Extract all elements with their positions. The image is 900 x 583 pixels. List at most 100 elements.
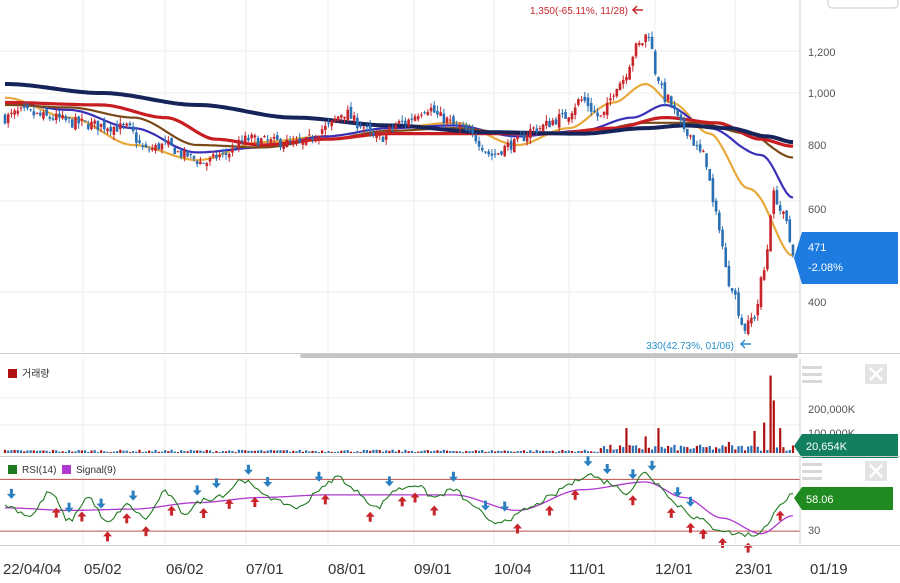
candle	[535, 124, 539, 135]
candle	[669, 95, 673, 109]
candle-body	[317, 135, 321, 141]
volume-bar	[99, 450, 103, 453]
volume-bar	[727, 441, 731, 453]
current-price: 471	[808, 242, 826, 254]
candle	[135, 126, 138, 149]
candle-body	[141, 145, 145, 148]
candle-body	[231, 148, 234, 153]
volume-bar	[199, 450, 202, 453]
volume-bar	[256, 450, 260, 453]
volume-bar	[141, 451, 144, 453]
volume-bar	[64, 451, 67, 453]
sell-arrow-icon	[6, 488, 16, 499]
candle-body	[295, 141, 298, 143]
volume-bar	[321, 450, 324, 453]
candle	[96, 120, 100, 136]
volume-bar	[186, 451, 189, 453]
buy-arrow-icon	[397, 496, 407, 507]
volume-bar	[151, 451, 154, 453]
candle	[464, 122, 468, 131]
volume-bar	[346, 450, 349, 453]
volume-bar	[7, 450, 10, 453]
candle-body	[730, 288, 734, 292]
sell-arrow-icon	[64, 502, 74, 513]
candle	[16, 106, 20, 117]
candle	[737, 287, 740, 319]
candle	[340, 114, 343, 122]
volume-bar	[148, 450, 151, 453]
candle	[183, 146, 186, 162]
candle	[423, 110, 426, 115]
candle	[461, 121, 465, 127]
volume-bar	[144, 451, 148, 453]
candle-body	[349, 106, 353, 119]
sell-arrow-icon	[647, 460, 657, 471]
buy-arrow-icon	[103, 531, 113, 542]
volume-bar	[401, 451, 404, 453]
chart-settings-tab[interactable]	[827, 0, 899, 9]
candle	[115, 120, 119, 132]
hamburger-icon[interactable]	[802, 366, 822, 383]
panel-resize-handle[interactable]	[300, 354, 798, 358]
price-tick: 1,200	[808, 47, 836, 59]
current-price-badge: 471 -2.08%	[794, 232, 898, 284]
candlesticks	[3, 31, 795, 336]
candle-body	[282, 145, 285, 150]
volume-bar	[625, 428, 628, 453]
buy-arrow-icon	[320, 494, 330, 505]
volume-bar	[13, 449, 16, 453]
candle-body	[356, 117, 359, 129]
candle-body	[497, 153, 500, 155]
candle-body	[490, 153, 494, 156]
candle-body	[413, 116, 417, 121]
candle-body	[77, 116, 80, 124]
candle	[202, 162, 205, 164]
volume-bar	[48, 451, 51, 453]
candle	[503, 144, 507, 157]
x-tick-label: 22/04/04	[3, 561, 61, 578]
close-icon[interactable]	[865, 461, 887, 481]
candle-body	[388, 126, 391, 131]
candle	[676, 108, 679, 118]
volume-bar	[724, 446, 727, 453]
candle-body	[227, 153, 231, 158]
candle-body	[83, 120, 87, 122]
candle-body	[714, 200, 718, 212]
close-icon[interactable]	[865, 364, 887, 384]
volume-bar	[369, 450, 372, 453]
candle-body	[548, 120, 551, 128]
candle	[247, 134, 250, 142]
candle	[391, 124, 394, 133]
candle-body	[288, 140, 292, 142]
volume-bar	[705, 447, 708, 453]
volume-bar	[577, 451, 580, 453]
candle-body	[259, 138, 263, 144]
volume-bar	[55, 450, 58, 453]
hamburger-icon[interactable]	[802, 463, 822, 480]
volume-bar	[234, 452, 237, 454]
candle	[445, 116, 449, 126]
volume-bar	[766, 450, 769, 453]
candle	[570, 111, 574, 124]
candle-body	[275, 135, 279, 140]
candle-body	[336, 116, 340, 122]
candle-body	[400, 120, 404, 122]
candle	[208, 155, 212, 166]
volume-bar	[183, 451, 186, 453]
volume-bar	[564, 451, 567, 453]
volume-bar	[779, 428, 782, 453]
candle-body	[138, 140, 141, 144]
candle-body	[45, 109, 48, 116]
buy-arrow-icon	[122, 513, 132, 524]
candle-body	[436, 110, 439, 115]
candle-body	[19, 107, 23, 109]
volume-bar	[458, 451, 461, 453]
candle	[625, 73, 628, 85]
candle-body	[352, 115, 356, 121]
candle-body	[93, 120, 96, 124]
candle-body	[573, 107, 577, 115]
candle	[730, 287, 734, 294]
candle	[250, 132, 253, 143]
volume-bar	[317, 452, 321, 454]
volume-bar	[154, 449, 157, 453]
